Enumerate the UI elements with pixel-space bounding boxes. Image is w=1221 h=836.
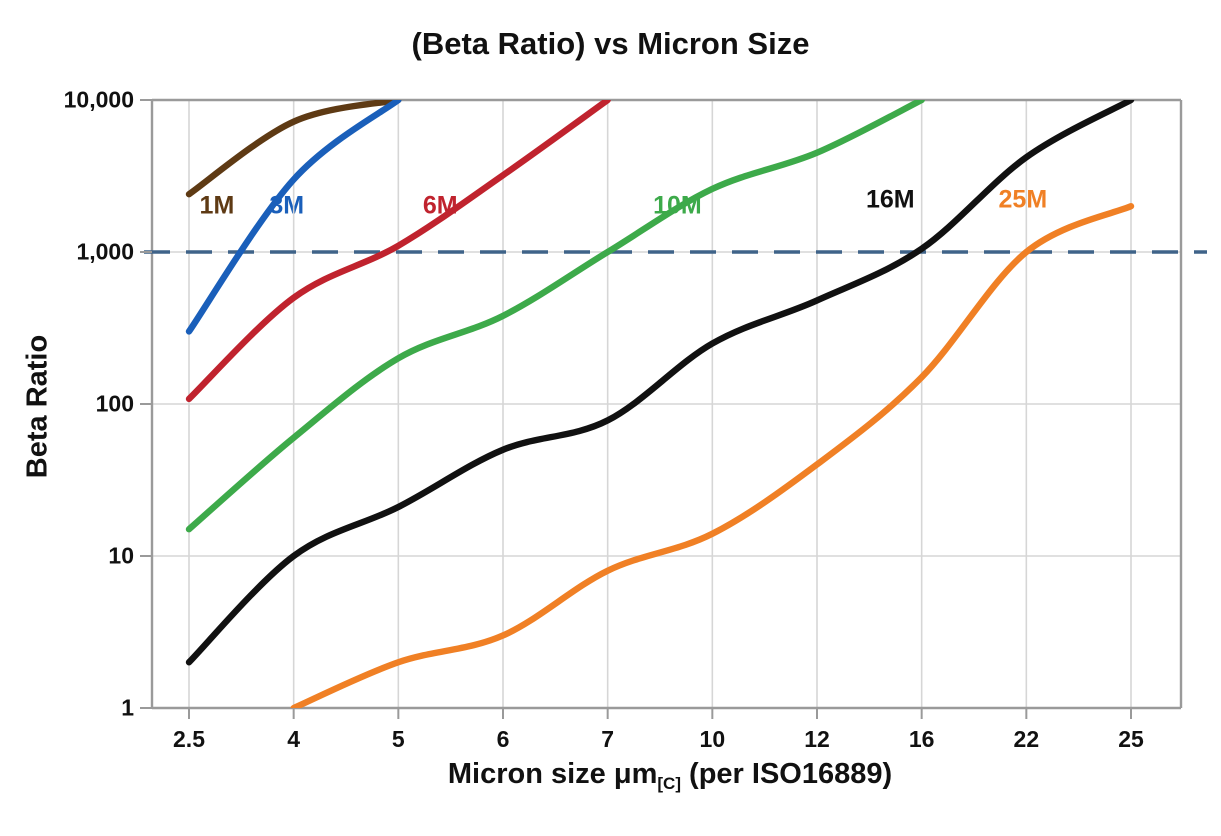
series-line-6m <box>185 100 611 403</box>
page-title: (Beta Ratio) vs Micron Size <box>411 26 810 61</box>
series-line-25m <box>290 203 1135 708</box>
y-tick-label: 100 <box>95 390 134 417</box>
series-label-16m: 16M <box>865 185 915 214</box>
series-label-25m: 25M <box>998 185 1048 214</box>
y-tick-label: 10 <box>108 542 134 569</box>
x-axis-title-subscript: [C] <box>657 774 681 793</box>
x-tick-label: 2.5 <box>173 726 205 752</box>
x-tick-label: 16 <box>908 726 935 752</box>
x-axis-title-main: Micron size μm <box>447 758 658 790</box>
series-line-16m <box>185 100 1135 666</box>
series-lines <box>185 100 1135 708</box>
y-tick-label: 10,000 <box>63 86 134 113</box>
x-tick-label: 4 <box>287 726 301 752</box>
gridlines <box>152 100 1181 708</box>
x-axis-title-tail: (per ISO16889) <box>680 758 893 790</box>
x-tick-label: 5 <box>391 726 405 752</box>
series-line-3m <box>185 100 402 335</box>
x-tick-label: 25 <box>1118 726 1144 752</box>
x-tick-label: 10 <box>699 726 726 752</box>
x-tick-label: 6 <box>496 726 510 752</box>
series-line-10m <box>185 100 925 533</box>
x-tick-label: 7 <box>601 726 615 752</box>
axis-tick-marks <box>140 99 1132 719</box>
x-axis-title: Micron size μm[C] (per ISO16889) <box>160 758 1180 793</box>
y-tick-label: 1,000 <box>76 238 134 265</box>
series-label-1m: 1M <box>199 191 235 220</box>
x-tick-label: 22 <box>1013 726 1040 752</box>
series-line-1m <box>185 100 402 198</box>
x-tick-label: 12 <box>804 726 830 752</box>
y-tick-label: 1 <box>121 694 134 721</box>
